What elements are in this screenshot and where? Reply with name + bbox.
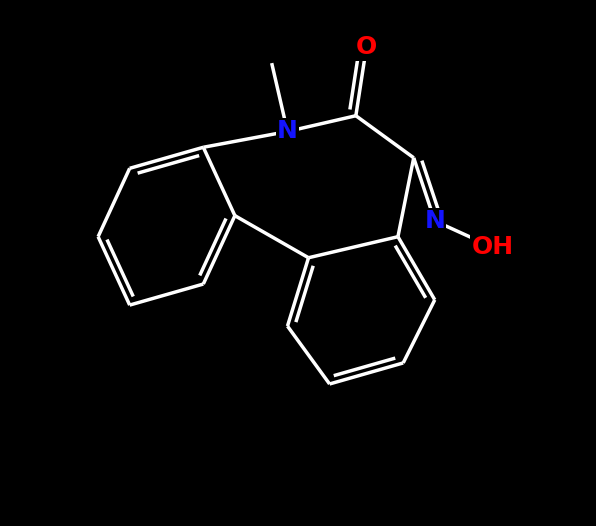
Text: N: N — [424, 209, 445, 233]
Text: N: N — [277, 119, 298, 144]
Text: OH: OH — [471, 235, 514, 259]
Text: O: O — [356, 35, 377, 59]
